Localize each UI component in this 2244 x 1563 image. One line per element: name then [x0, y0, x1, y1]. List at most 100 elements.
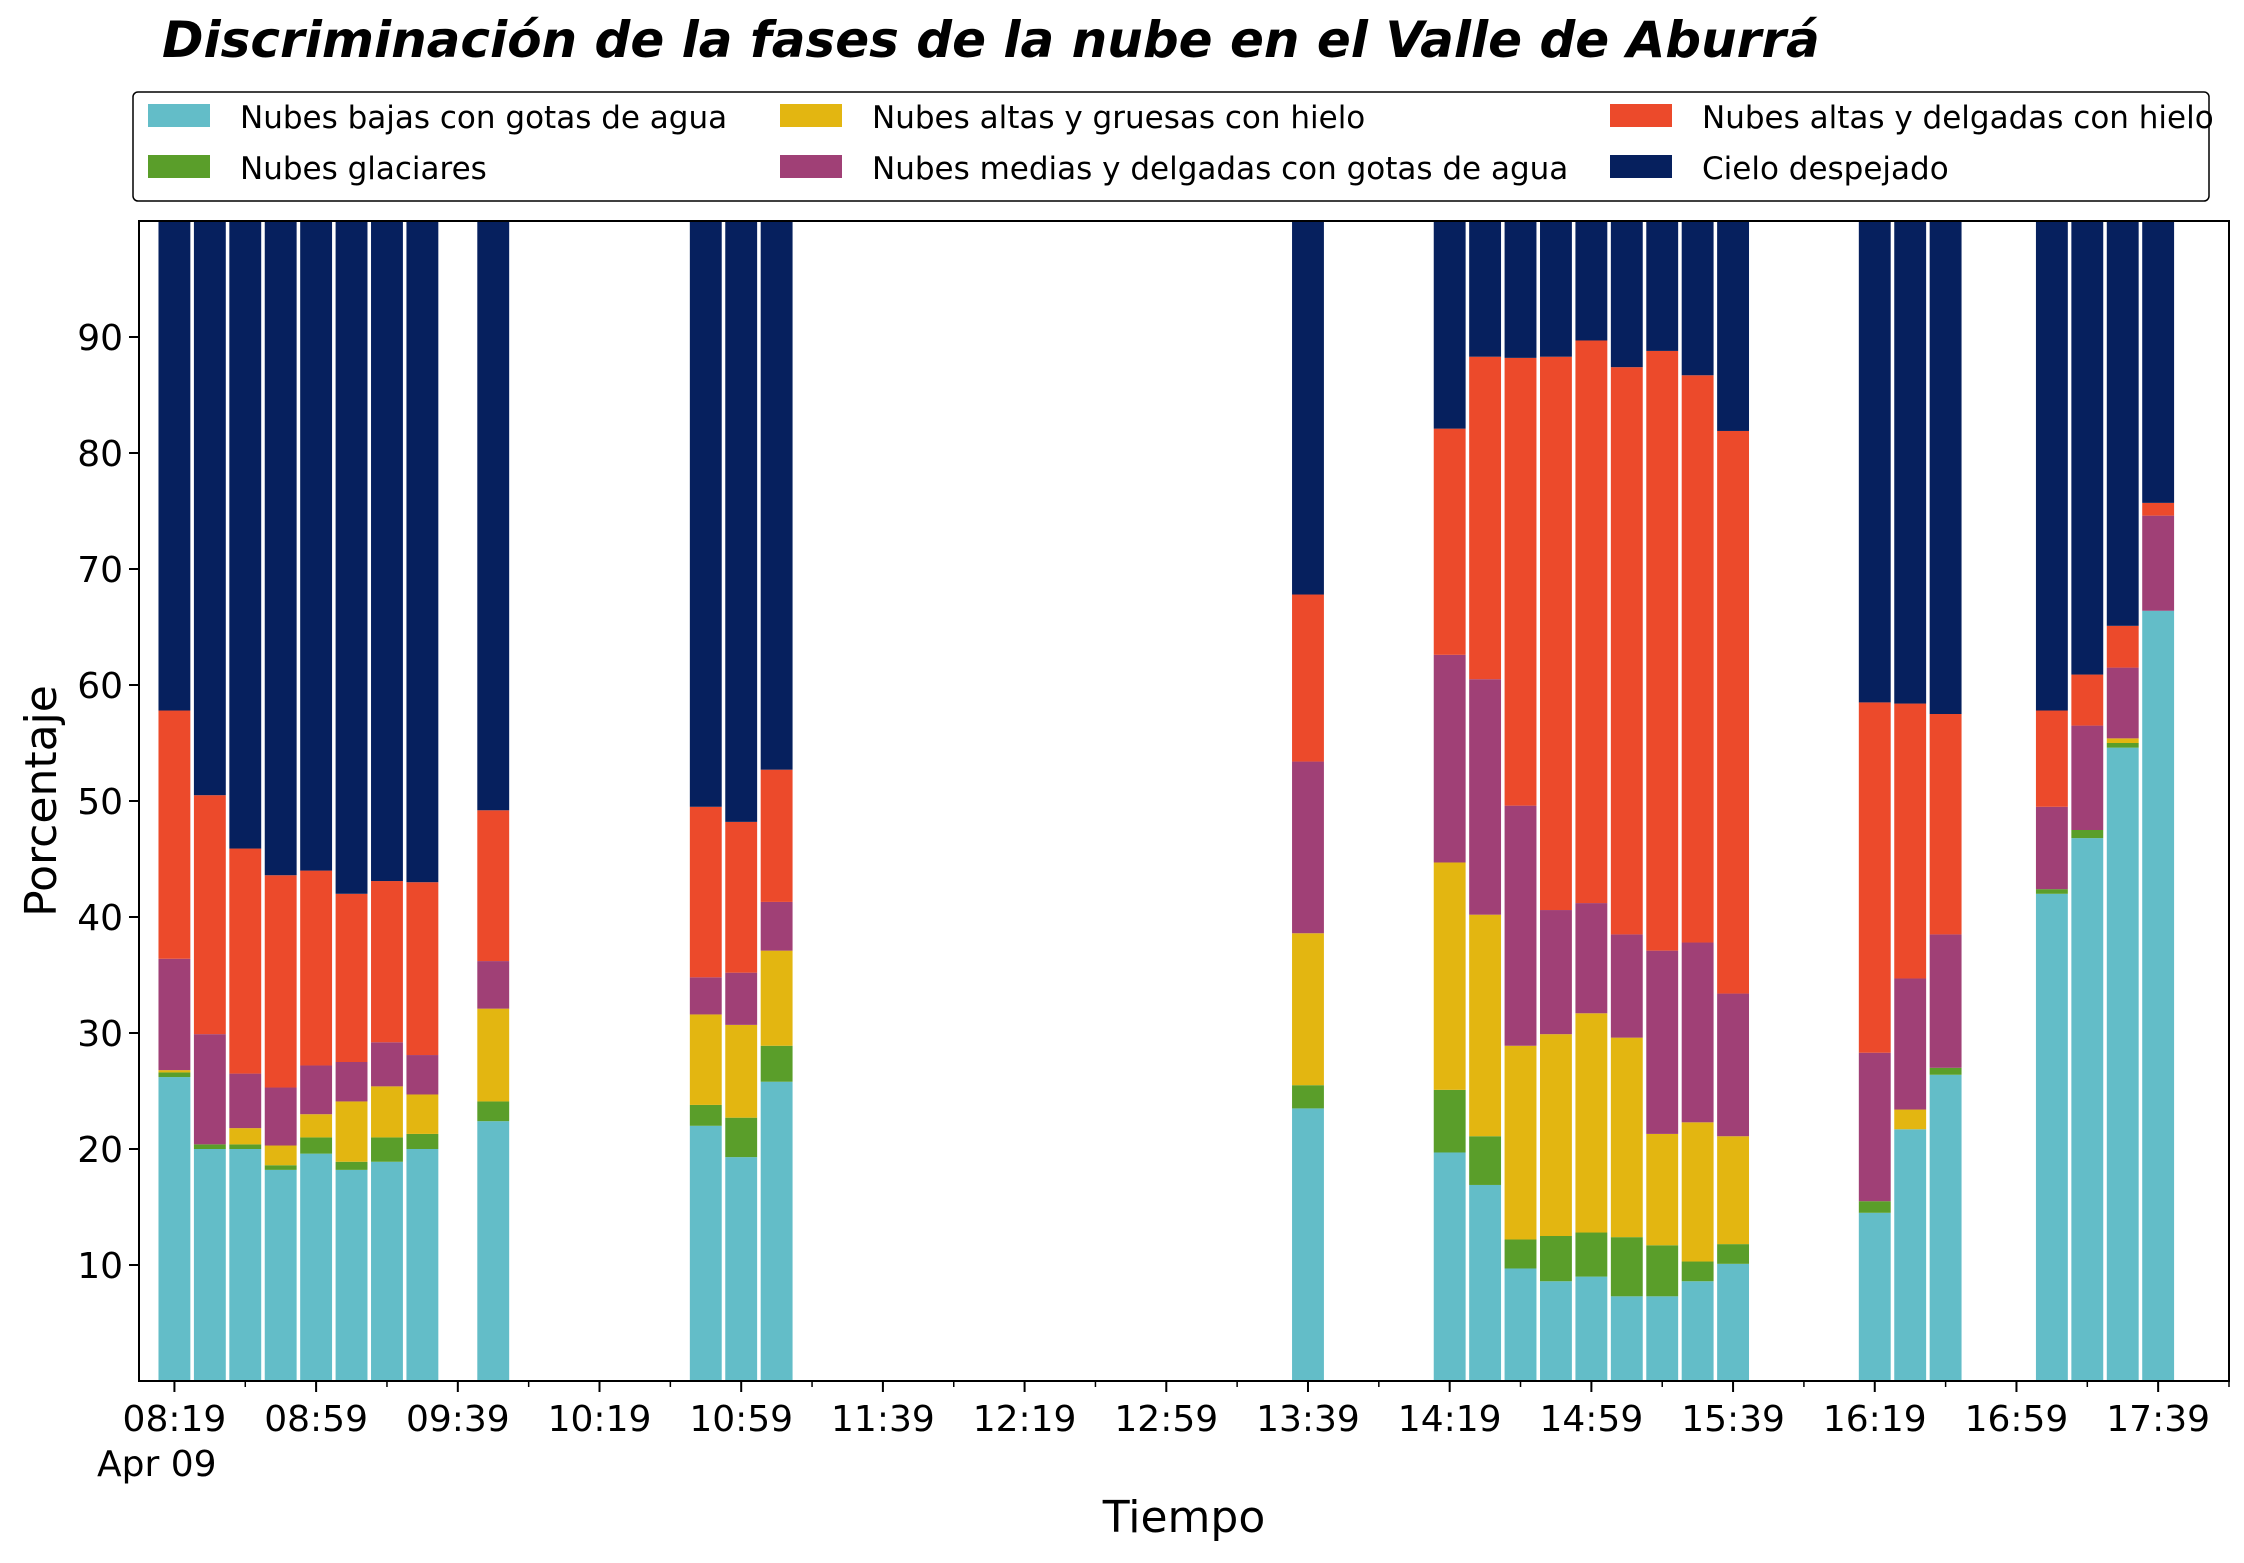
legend-entry-label: Nubes altas y gruesas con hielo: [872, 100, 1365, 136]
bar-segment-s4-1619: [1858, 702, 1891, 1053]
bar-segment-s5-1739: [2142, 221, 2175, 503]
bar-segment-s0-0919: [371, 1161, 403, 1381]
bar-segment-s4-1639: [1929, 714, 1962, 935]
x-axis: 08:19 08:59 09:39 10:19 10:59 11:39 12:19 12:59…: [123, 1381, 2230, 1440]
x-tick-label: 16:19: [1823, 1399, 1927, 1440]
bar-segment-s2-1109: [760, 950, 793, 1046]
bar-segment-s3-0919: [371, 1042, 403, 1087]
bar-segment-s1-1109: [760, 1045, 793, 1082]
bar-segment-s1-0859: [300, 1137, 333, 1154]
legend-entry-label: Nubes medias y delgadas con gotas de agu…: [872, 151, 1568, 187]
bars-layer: [158, 221, 2175, 1381]
bar-segment-s0-1729: [2106, 747, 2139, 1381]
bar-segment-s0-1539: [1717, 1263, 1750, 1381]
bar-segment-s4-1539: [1717, 430, 1750, 994]
bar-segment-s5-1529: [1681, 221, 1714, 376]
bar-segment-s2-1419: [1433, 862, 1466, 1090]
bar-segment-s4-1449: [1540, 356, 1572, 911]
bar-segment-s3-1739: [2142, 515, 2175, 611]
bar-segment-s0-1059: [725, 1157, 758, 1381]
legend-entry-label: Nubes bajas con gotas de agua: [240, 100, 727, 136]
bar-segment-s5-1429: [1469, 221, 1502, 357]
x-tick-label: 10:19: [548, 1399, 652, 1440]
bar-segment-s0-1639: [1929, 1074, 1962, 1381]
bar-segment-s4-1519: [1646, 350, 1679, 951]
bar-segment-s5-1629: [1894, 221, 1927, 704]
legend: Nubes bajas con gotas de agua Nubes altas…: [132, 91, 2214, 202]
legend-entry-label: Cielo despejado: [1702, 151, 1949, 187]
bar-segment-s3-1729: [2106, 667, 2139, 739]
x-tick-label: 12:59: [1114, 1399, 1218, 1440]
bar-segment-s0-1109: [760, 1081, 793, 1381]
bar-segment-s0-1629: [1894, 1129, 1927, 1381]
bar-segment-s4-0909: [335, 893, 368, 1062]
bar-segment-s5-0919: [371, 221, 403, 882]
bar-segment-s5-1719: [2071, 221, 2104, 675]
bar-segment-s3-0839: [229, 1073, 262, 1129]
x-tick-label: 17:39: [2106, 1399, 2210, 1440]
legend-swatch: [1610, 104, 1672, 127]
legend-swatch: [780, 104, 842, 127]
bar-segment-s2-1439: [1504, 1045, 1537, 1240]
bar-segment-s2-1539: [1717, 1136, 1750, 1245]
bar-segment-s1-1449: [1540, 1236, 1572, 1282]
bar-segment-s4-1739: [2142, 502, 2175, 516]
x-tick-label: 12:19: [973, 1399, 1077, 1440]
bar-segment-s3-1449: [1540, 910, 1572, 1035]
bar-segment-s2-1429: [1469, 914, 1502, 1137]
bar-segment-s4-0949: [477, 810, 510, 962]
bar-segment-s1-0849: [264, 1165, 297, 1170]
bar-segment-s1-1529: [1681, 1261, 1714, 1282]
bar-segment-s5-0859: [300, 221, 333, 871]
legend-swatch: [148, 104, 210, 127]
bar-segment-s0-0909: [335, 1169, 368, 1381]
chart-title: Discriminación de la fases de la nube en…: [162, 11, 1820, 69]
y-tick-label: 30: [77, 1014, 123, 1055]
bar-segment-s1-1639: [1929, 1067, 1962, 1075]
bar-segment-s1-1339: [1292, 1085, 1324, 1109]
bar-segment-s3-0929: [406, 1055, 439, 1095]
bar-segment-s1-1729: [2106, 743, 2139, 748]
bar-segment-s3-1049: [689, 977, 722, 1015]
bar-segment-s1-1459: [1575, 1232, 1608, 1277]
x-tick-label: 11:39: [831, 1399, 935, 1440]
bar-segment-s5-0829: [193, 221, 226, 796]
bar-segment-s0-1739: [2142, 610, 2175, 1381]
x-tick-label: 14:59: [1539, 1399, 1643, 1440]
bar-segment-s0-0829: [193, 1149, 226, 1381]
bar-segment-s2-1339: [1292, 933, 1324, 1086]
bar-segment-s5-0949: [477, 221, 510, 811]
bar-segment-s5-0929: [406, 221, 439, 883]
bar-segment-s5-1459: [1575, 221, 1608, 341]
x-tick-label: 08:59: [264, 1399, 368, 1440]
bar-segment-s0-1339: [1292, 1108, 1324, 1381]
x-tick-label: 15:39: [1681, 1399, 1785, 1440]
bar-segment-s1-0949: [477, 1101, 510, 1122]
bar-segment-s2-0929: [406, 1094, 439, 1134]
bar-segment-s5-1709: [2035, 221, 2068, 711]
bar-segment-s4-0819: [158, 710, 191, 959]
bar-segment-s0-0929: [406, 1149, 439, 1381]
bar-segment-s5-1049: [689, 221, 722, 807]
bar-segment-s3-1709: [2035, 806, 2068, 890]
bar-segment-s0-1449: [1540, 1281, 1572, 1381]
bar-segment-s2-1729: [2106, 738, 2139, 743]
x-date-label: Apr 09: [97, 1444, 217, 1485]
bar-segment-s3-1339: [1292, 761, 1324, 934]
bar-segment-s5-1439: [1504, 221, 1537, 358]
bar-segment-s3-0949: [477, 961, 510, 1009]
bar-segment-s5-1519: [1646, 221, 1679, 351]
bar-segment-s3-0849: [264, 1087, 297, 1146]
bar-segment-s1-0829: [193, 1144, 226, 1149]
bar-segment-s5-0819: [158, 221, 191, 711]
bar-segment-s2-1519: [1646, 1133, 1679, 1246]
bar-segment-s4-0839: [229, 848, 262, 1074]
bar-segment-s3-0819: [158, 958, 191, 1071]
bar-segment-s2-0849: [264, 1145, 297, 1166]
bar-segment-s1-1049: [689, 1104, 722, 1126]
bar-segment-s0-1619: [1858, 1212, 1891, 1381]
y-axis: 10 20 30 40 50 60 70 80 90: [77, 318, 139, 1287]
legend-swatch: [1610, 155, 1672, 178]
bar-segment-s4-0849: [264, 875, 297, 1088]
